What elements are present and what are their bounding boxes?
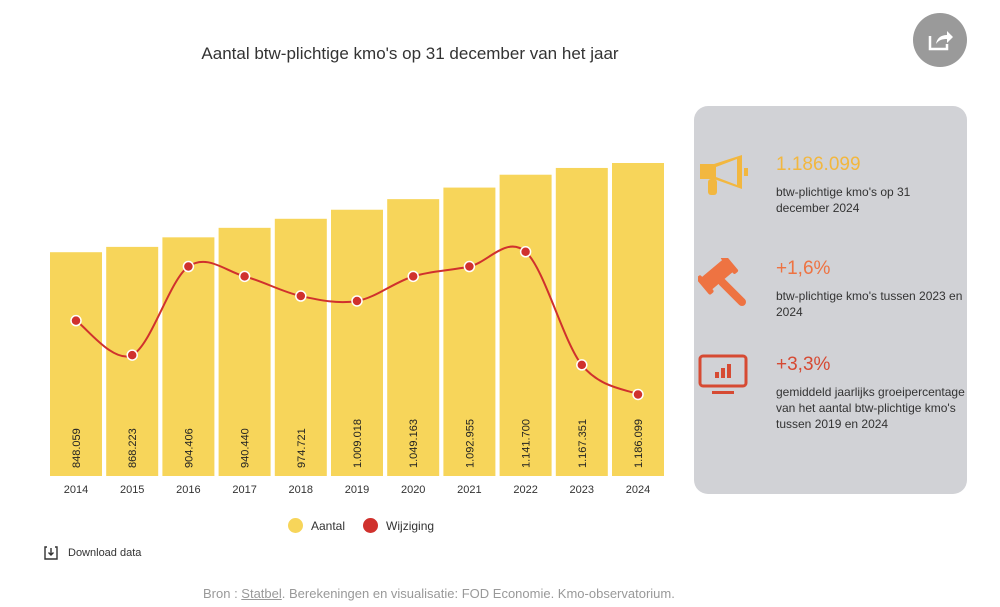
legend-marker-wijziging	[363, 518, 379, 533]
download-label: Download data	[68, 547, 142, 559]
kpi-value: +1,6%	[776, 258, 831, 279]
legend: Aantal Wijziging	[288, 518, 434, 533]
point-wijziging-2020	[407, 270, 419, 283]
bar-label-2017: 940.440	[240, 428, 252, 468]
bar-label-2019: 1.009.018	[352, 419, 364, 468]
chart-title: Aantal btw-plichtige kmo's op 31 decembe…	[201, 44, 619, 63]
bar-label-2022: 1.141.700	[521, 419, 533, 468]
bar-2024	[612, 163, 664, 476]
kpi-desc: gemiddeld jaarlijks groeipercentage van …	[776, 385, 965, 431]
source-suffix: . Berekeningen en visualisatie: FOD Econ…	[281, 586, 675, 601]
x-tick-2024: 2024	[626, 484, 650, 496]
bar-label-2020: 1.049.163	[408, 419, 420, 468]
bar-label-2018: 974.721	[296, 428, 308, 468]
source-note: Bron : Statbel. Berekeningen en visualis…	[203, 586, 675, 601]
share-icon	[928, 31, 953, 51]
x-tick-2020: 2020	[401, 484, 425, 496]
x-tick-2016: 2016	[176, 484, 200, 496]
bar-2015	[106, 246, 159, 476]
bar-2014	[50, 252, 102, 476]
kpi-value: 1.186.099	[776, 154, 861, 175]
legend-item-aantal[interactable]: Aantal	[311, 518, 346, 533]
x-tick-2019: 2019	[345, 484, 369, 496]
point-wijziging-2018	[295, 290, 307, 302]
x-tick-2022: 2022	[513, 484, 537, 496]
point-wijziging-2021	[463, 260, 476, 273]
monitor-chart-icon	[698, 354, 748, 394]
point-wijziging-2022	[519, 246, 532, 258]
point-wijziging-2019	[351, 295, 363, 307]
bar-2020	[387, 199, 440, 476]
legend-marker-aantal	[288, 518, 303, 533]
x-tick-2021: 2021	[457, 484, 481, 496]
chart: 848.059 2014 868.223 2015 904.406 2016 940.440…	[50, 163, 664, 496]
share-button[interactable]	[913, 13, 967, 67]
point-wijziging-2024	[632, 388, 644, 401]
bar-2018	[274, 218, 327, 477]
bar-2022	[499, 174, 552, 476]
source-prefix: Bron :	[203, 586, 242, 601]
point-wijziging-2023	[576, 359, 588, 371]
bar-label-2014: 848.059	[71, 428, 83, 468]
kpi-desc: btw-plichtige kmo's op 31 december 2024	[776, 185, 911, 215]
legend-item-wijziging[interactable]: Wijziging	[386, 518, 435, 533]
kpi-panel: 1.186.099 btw-plichtige kmo's op 31 dece…	[694, 106, 967, 494]
x-tick-2018: 2018	[289, 484, 313, 496]
bar-label-2024: 1.186.099	[633, 419, 645, 468]
x-tick-2015: 2015	[120, 484, 144, 496]
megaphone-icon	[700, 155, 748, 195]
bar-label-2016: 904.406	[183, 428, 195, 468]
point-wijziging-2017	[238, 270, 251, 283]
download-icon	[44, 546, 58, 560]
bar-2016	[162, 237, 215, 476]
bar-2021	[443, 187, 496, 476]
source-link-statbel[interactable]: Statbel	[241, 586, 282, 601]
x-tick-2023: 2023	[570, 484, 594, 496]
point-wijziging-2016	[182, 260, 195, 273]
bar-2023	[555, 167, 608, 476]
gavel-icon	[698, 258, 746, 306]
bar-label-2015: 868.223	[127, 428, 139, 468]
bar-label-2021: 1.092.955	[464, 419, 476, 468]
x-tick-2017: 2017	[232, 484, 256, 496]
bar-label-2023: 1.167.351	[577, 419, 589, 468]
bar-2019	[331, 209, 383, 476]
point-wijziging-2014	[70, 314, 82, 327]
kpi-desc: btw-plichtige kmo's tussen 2023 en 2024	[776, 289, 963, 319]
x-tick-2014: 2014	[64, 484, 88, 496]
point-wijziging-2015	[126, 349, 138, 361]
kpi-value: +3,3%	[776, 354, 831, 375]
download-data-button[interactable]: Download data	[44, 546, 141, 560]
